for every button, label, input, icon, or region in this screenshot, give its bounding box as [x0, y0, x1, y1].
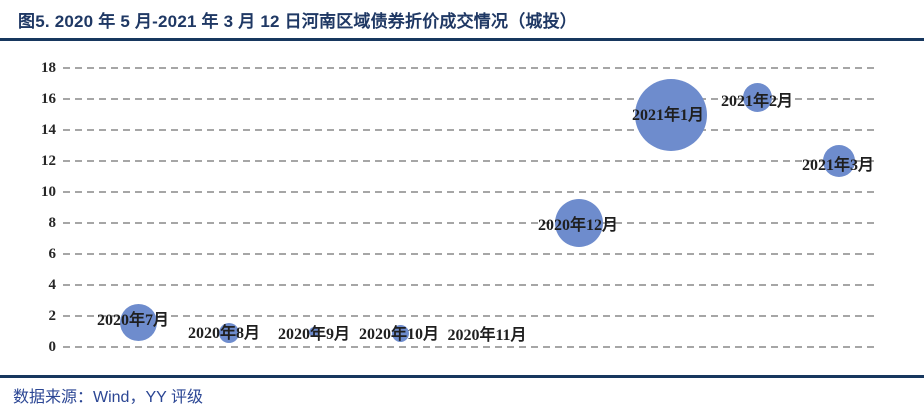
y-tick-label: 0 [48, 339, 57, 355]
bubble-label: 2020年8月 [187, 325, 261, 343]
gridline [63, 98, 878, 100]
data-bubble [391, 324, 409, 342]
y-tick-label: 12 [41, 153, 56, 169]
bubble-label: 2020年12月 [537, 217, 619, 234]
y-tick-label: 6 [48, 246, 57, 262]
gridline [63, 67, 878, 69]
y-tick-label: 10 [41, 184, 56, 200]
data-bubble [742, 82, 772, 112]
gridline [63, 315, 878, 317]
gridline [63, 222, 878, 224]
data-bubble [555, 199, 603, 247]
bubble-label: 2020年9月 [277, 325, 351, 343]
y-tick-label: 16 [41, 91, 56, 107]
bubble-label: 2021年2月 [720, 93, 794, 111]
gridline [63, 160, 878, 162]
data-bubble [823, 145, 855, 177]
gridline [63, 129, 878, 131]
bubble-label: 2021年3月 [801, 156, 875, 174]
y-tick-label: 2 [48, 308, 57, 324]
data-bubble [119, 303, 157, 341]
data-bubble [309, 326, 319, 337]
title-divider [0, 38, 924, 41]
gridline [63, 346, 878, 348]
footer-divider [0, 375, 924, 378]
bubble-label: 2021年1月 [631, 106, 705, 124]
bubble-label: 2020年11月 [447, 327, 527, 345]
gridline [63, 284, 878, 286]
y-tick-label: 18 [41, 60, 56, 76]
bubble-label: 2020年10月 [358, 326, 440, 344]
data-bubble [635, 78, 707, 151]
y-tick-label: 8 [48, 215, 57, 231]
y-tick-label: 14 [41, 122, 56, 138]
gridline [63, 253, 878, 255]
gridline [63, 191, 878, 193]
bubble-label: 2020年7月 [96, 312, 170, 330]
figure-title: 图5. 2020 年 5 月-2021 年 3 月 12 日河南区域债券折价成交… [18, 12, 578, 31]
y-tick-label: 4 [48, 277, 57, 293]
data-bubble [219, 323, 239, 344]
data-source-text: 数据来源：Wind，YY 评级 [13, 389, 203, 406]
